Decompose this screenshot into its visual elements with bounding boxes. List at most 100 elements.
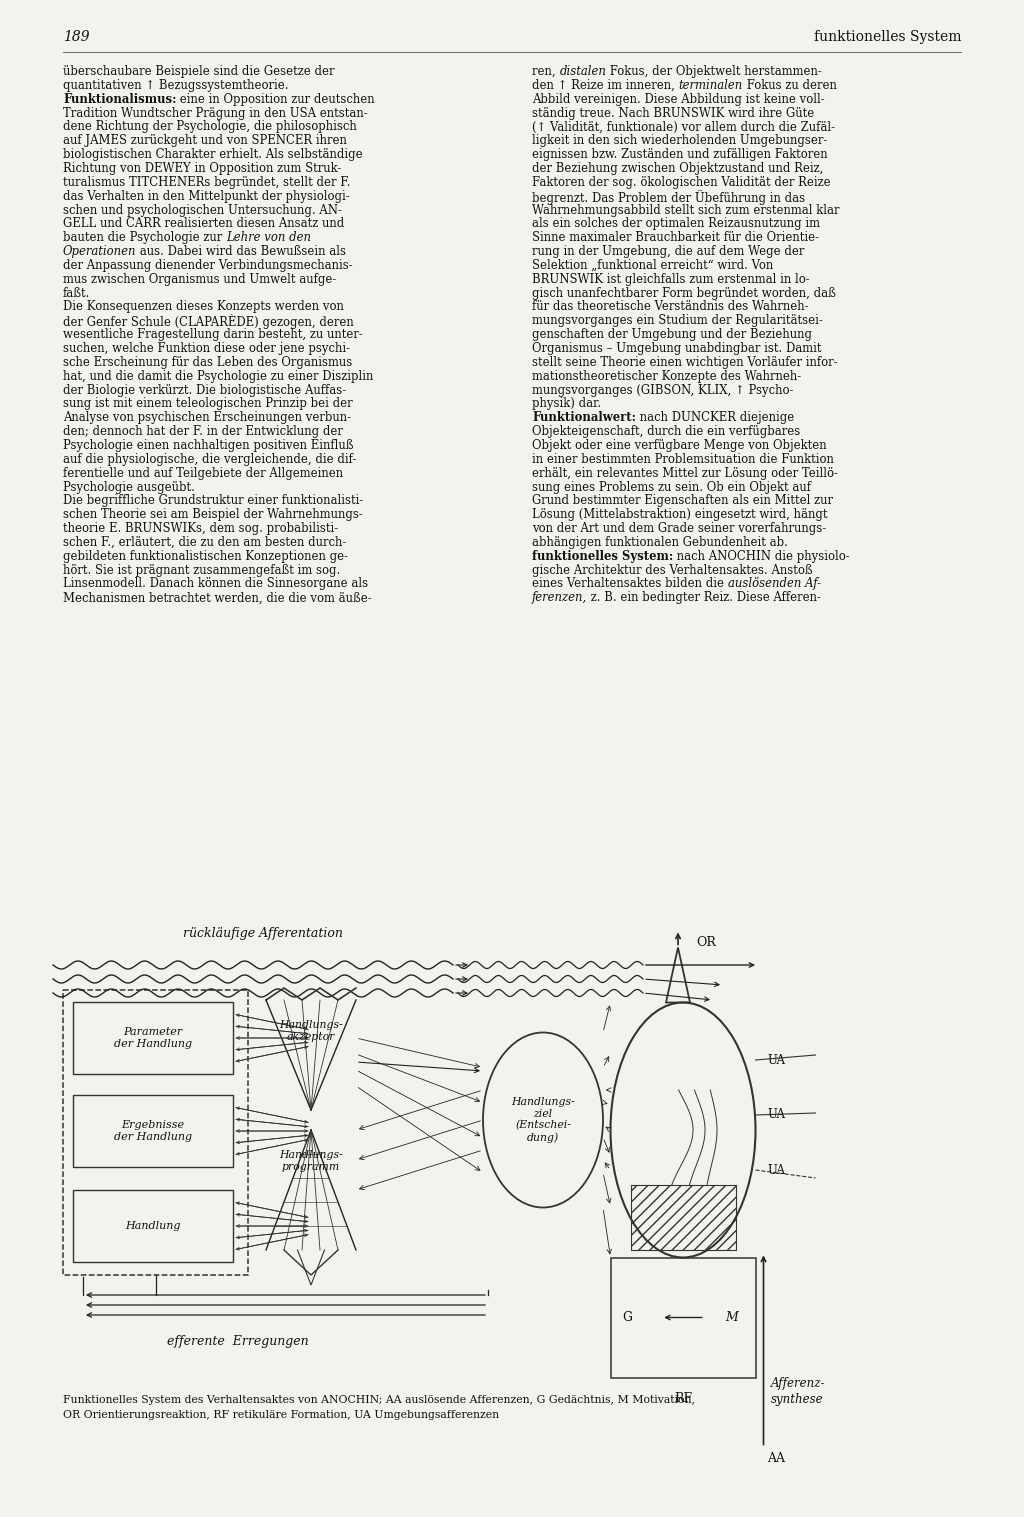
Text: eines Verhaltensaktes bilden die: eines Verhaltensaktes bilden die [532, 578, 728, 590]
Text: ren,: ren, [532, 65, 559, 77]
Text: bauten die Psychologie zur: bauten die Psychologie zur [63, 231, 226, 244]
Text: Linsenmodell. Danach können die Sinnesorgane als: Linsenmodell. Danach können die Sinnesor… [63, 578, 368, 590]
Text: ferentielle und auf Teilgebiete der Allgemeinen: ferentielle und auf Teilgebiete der Allg… [63, 467, 343, 479]
Text: auf die physiologische, die vergleichende, die dif-: auf die physiologische, die vergleichend… [63, 452, 356, 466]
Text: Handlung: Handlung [125, 1221, 181, 1230]
Text: UA: UA [768, 1164, 785, 1177]
Text: Ergebnisse
der Handlung: Ergebnisse der Handlung [114, 1120, 193, 1142]
Text: dene Richtung der Psychologie, die philosophisch: dene Richtung der Psychologie, die philo… [63, 120, 356, 133]
Text: schen Theorie sei am Beispiel der Wahrnehmungs-: schen Theorie sei am Beispiel der Wahrne… [63, 508, 362, 522]
Text: (↑ Validität, funktionale) vor allem durch die Zufäl-: (↑ Validität, funktionale) vor allem dur… [532, 120, 835, 133]
Text: stellt seine Theorie einen wichtigen Vorläufer infor-: stellt seine Theorie einen wichtigen Vor… [532, 356, 838, 369]
Text: efferente  Erregungen: efferente Erregungen [167, 1335, 309, 1349]
Text: RF: RF [674, 1393, 692, 1405]
Text: theorie E. BRUNSWIKs, dem sog. probabilisti-: theorie E. BRUNSWIKs, dem sog. probabili… [63, 522, 338, 536]
Text: Faktoren der sog. ökologischen Validität der Reize: Faktoren der sog. ökologischen Validität… [532, 176, 830, 188]
Bar [73, 1189, 233, 1262]
Bar [63, 991, 248, 1274]
Text: suchen, welche Funktion diese oder jene psychi-: suchen, welche Funktion diese oder jene … [63, 341, 350, 355]
Text: Die Konsequenzen dieses Konzepts werden von: Die Konsequenzen dieses Konzepts werden … [63, 300, 344, 314]
Text: schen F., erläutert, die zu den am besten durch-: schen F., erläutert, die zu den am beste… [63, 536, 346, 549]
Text: als ein solches der optimalen Reizausnutzung im: als ein solches der optimalen Reizausnut… [532, 217, 820, 231]
Text: rückläufige Afferentation: rückläufige Afferentation [183, 927, 343, 941]
Text: ständig treue. Nach BRUNSWIK wird ihre Güte: ständig treue. Nach BRUNSWIK wird ihre G… [532, 106, 814, 120]
Text: funktionelles System: funktionelles System [813, 30, 961, 44]
Text: Abbild vereinigen. Diese Abbildung ist keine voll-: Abbild vereinigen. Diese Abbildung ist k… [532, 93, 824, 106]
Text: Fokus zu deren: Fokus zu deren [742, 79, 837, 93]
Text: Sinne maximaler Brauchbarkeit für die Orientie-: Sinne maximaler Brauchbarkeit für die Or… [532, 231, 819, 244]
Text: genschaften der Umgebung und der Beziehung: genschaften der Umgebung und der Beziehu… [532, 328, 812, 341]
Text: distalen: distalen [559, 65, 606, 77]
Text: nach DUNCKER diejenige: nach DUNCKER diejenige [636, 411, 795, 425]
Text: Parameter
der Handlung: Parameter der Handlung [114, 1027, 193, 1048]
Text: Operationen: Operationen [63, 246, 136, 258]
Text: Fokus, der Objektwelt herstammen-: Fokus, der Objektwelt herstammen- [606, 65, 822, 77]
Text: hört. Sie ist prägnant zusammengefaßt im sog.: hört. Sie ist prägnant zusammengefaßt im… [63, 564, 340, 576]
Text: Handlungs-
programm: Handlungs- programm [280, 1150, 343, 1171]
Text: überschaubare Beispiele sind die Gesetze der: überschaubare Beispiele sind die Gesetze… [63, 65, 335, 77]
Text: eine in Opposition zur deutschen: eine in Opposition zur deutschen [176, 93, 375, 106]
Bar [73, 1003, 233, 1074]
Text: quantitativen ↑ Bezugssystemtheorie.: quantitativen ↑ Bezugssystemtheorie. [63, 79, 289, 93]
Text: von der Art und dem Grade seiner vorerfahrungs-: von der Art und dem Grade seiner vorerfa… [532, 522, 826, 536]
Text: sung ist mit einem teleologischen Prinzip bei der: sung ist mit einem teleologischen Prinzi… [63, 397, 352, 411]
Text: sche Erscheinung für das Leben des Organismus: sche Erscheinung für das Leben des Organ… [63, 356, 352, 369]
Text: Selektion „funktional erreicht“ wird. Von: Selektion „funktional erreicht“ wird. Vo… [532, 259, 773, 272]
Text: der Anpassung dienender Verbindungsmechanis-: der Anpassung dienender Verbindungsmecha… [63, 259, 352, 272]
Text: Funktionalismus:: Funktionalismus: [63, 93, 176, 106]
Text: GELL und CARR realisierten diesen Ansatz und: GELL und CARR realisierten diesen Ansatz… [63, 217, 344, 231]
Text: Die begriffliche Grundstruktur einer funktionalisti-: Die begriffliche Grundstruktur einer fun… [63, 495, 364, 507]
Text: den ↑ Reize im inneren,: den ↑ Reize im inneren, [532, 79, 679, 93]
Text: mungsvorganges (GIBSON, KLIX, ↑ Psycho-: mungsvorganges (GIBSON, KLIX, ↑ Psycho- [532, 384, 794, 396]
Text: UA: UA [768, 1053, 785, 1066]
Text: OR: OR [696, 936, 716, 950]
Text: G: G [623, 1311, 633, 1324]
Text: abhängigen funktionalen Gebundenheit ab.: abhängigen funktionalen Gebundenheit ab. [532, 536, 787, 549]
Text: auf JAMES zurückgeht und von SPENCER ihren: auf JAMES zurückgeht und von SPENCER ihr… [63, 133, 347, 147]
Text: aus. Dabei wird das Bewußsein als: aus. Dabei wird das Bewußsein als [136, 246, 346, 258]
Text: das Verhalten in den Mittelpunkt der physiologi-: das Verhalten in den Mittelpunkt der phy… [63, 190, 349, 203]
Text: physik) dar.: physik) dar. [532, 397, 601, 411]
Text: 189: 189 [63, 30, 90, 44]
Text: gebildeten funktionalistischen Konzeptionen ge-: gebildeten funktionalistischen Konzeptio… [63, 549, 348, 563]
Text: Tradition Wundtscher Prägung in den USA entstan-: Tradition Wundtscher Prägung in den USA … [63, 106, 368, 120]
Text: Handlungs-
akzeptor: Handlungs- akzeptor [280, 1019, 343, 1042]
Text: mationstheoretischer Konzepte des Wahrneh-: mationstheoretischer Konzepte des Wahrne… [532, 370, 801, 382]
Text: Richtung von DEWEY in Opposition zum Struk-: Richtung von DEWEY in Opposition zum Str… [63, 162, 341, 174]
Text: Wahrnehmungsabbild stellt sich zum erstenmal klar: Wahrnehmungsabbild stellt sich zum erste… [532, 203, 840, 217]
Text: hat, und die damit die Psychologie zu einer Disziplin: hat, und die damit die Psychologie zu ei… [63, 370, 374, 382]
Bar [73, 1095, 233, 1167]
Text: terminalen: terminalen [679, 79, 742, 93]
Text: auslösenden Af-: auslösenden Af- [728, 578, 821, 590]
Text: schen und psychologischen Untersuchung. AN-: schen und psychologischen Untersuchung. … [63, 203, 342, 217]
Text: gisch unanfechtbarer Form begründet worden, daß: gisch unanfechtbarer Form begründet word… [532, 287, 836, 299]
Text: Grund bestimmter Eigenschaften als ein Mittel zur: Grund bestimmter Eigenschaften als ein M… [532, 495, 833, 507]
Text: nach ANOCHIN die physiolo-: nach ANOCHIN die physiolo- [673, 549, 850, 563]
Text: z. B. ein bedingter Reiz. Diese Afferen-: z. B. ein bedingter Reiz. Diese Afferen- [587, 592, 821, 604]
Text: M: M [725, 1311, 737, 1324]
Text: Handlungs-
ziel
(Entschei-
dung): Handlungs- ziel (Entschei- dung) [511, 1097, 574, 1142]
Text: Organismus – Umgebung unabdingbar ist. Damit: Organismus – Umgebung unabdingbar ist. D… [532, 341, 821, 355]
Text: Psychologie ausgeübt.: Psychologie ausgeübt. [63, 481, 195, 493]
Text: erhält, ein relevantes Mittel zur Lösung oder Teillö-: erhält, ein relevantes Mittel zur Lösung… [532, 467, 838, 479]
Text: UA: UA [768, 1109, 785, 1121]
Text: der Biologie verkürzt. Die biologistische Auffas-: der Biologie verkürzt. Die biologistisch… [63, 384, 346, 396]
Text: funktionelles System:: funktionelles System: [532, 549, 673, 563]
Text: Funktionelles System des Verhaltensaktes von ANOCHIN; AA auslösende Afferenzen, : Funktionelles System des Verhaltensaktes… [63, 1396, 695, 1405]
Text: wesentliche Fragestellung darin besteht, zu unter-: wesentliche Fragestellung darin besteht,… [63, 328, 362, 341]
Text: AA: AA [768, 1452, 785, 1465]
Text: rung in der Umgebung, die auf dem Wege der: rung in der Umgebung, die auf dem Wege d… [532, 246, 805, 258]
Text: OR Orientierungsreaktion, RF retikuläre Formation, UA Umgebungsafferenzen: OR Orientierungsreaktion, RF retikuläre … [63, 1409, 499, 1420]
Text: für das theoretische Verständnis des Wahrneh-: für das theoretische Verständnis des Wah… [532, 300, 809, 314]
Text: turalismus TITCHENERs begründet, stellt der F.: turalismus TITCHENERs begründet, stellt … [63, 176, 350, 188]
Text: den; dennoch hat der F. in der Entwicklung der: den; dennoch hat der F. in der Entwicklu… [63, 425, 343, 438]
Text: Funktionalwert:: Funktionalwert: [532, 411, 636, 425]
Text: in einer bestimmten Problemsituation die Funktion: in einer bestimmten Problemsituation die… [532, 452, 834, 466]
Text: Lösung (Mittelabstraktion) eingesetzt wird, hängt: Lösung (Mittelabstraktion) eingesetzt wi… [532, 508, 827, 522]
Text: ferenzen,: ferenzen, [532, 592, 587, 604]
Text: begrenzt. Das Problem der Übeführung in das: begrenzt. Das Problem der Übeführung in … [532, 190, 805, 205]
Bar [631, 1185, 736, 1250]
Text: ligkeit in den sich wiederholenden Umgebungser-: ligkeit in den sich wiederholenden Umgeb… [532, 133, 827, 147]
Text: Mechanismen betrachtet werden, die die vom äuße-: Mechanismen betrachtet werden, die die v… [63, 592, 372, 604]
Text: mungsvorganges ein Studium der Regularitätsei-: mungsvorganges ein Studium der Regularit… [532, 314, 822, 328]
